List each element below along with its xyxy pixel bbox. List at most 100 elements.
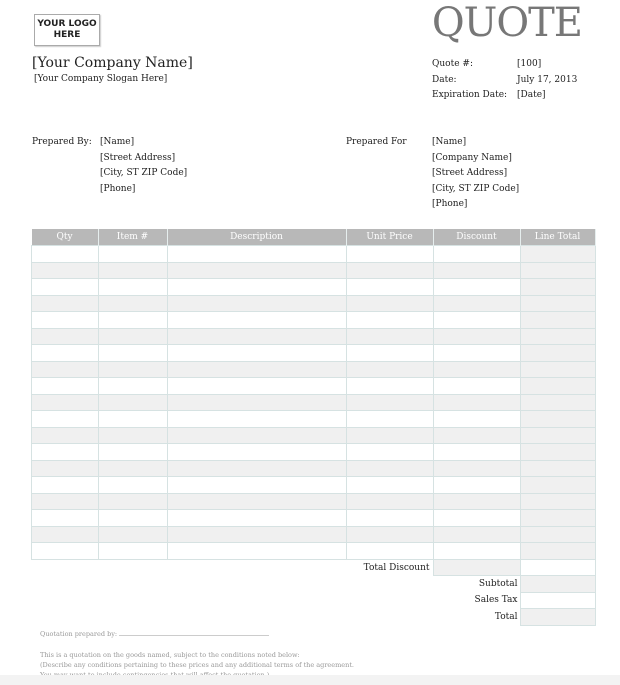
prepared-for-street[interactable]: [Street Address] [432,168,508,178]
table-cell[interactable] [166,327,347,345]
company-name[interactable]: [Your Company Name] [32,55,193,71]
prepared-by-city[interactable]: [City, ST ZIP Code] [100,168,188,178]
table-cell[interactable] [97,410,168,428]
table-cell[interactable] [519,509,596,527]
table-cell[interactable] [166,245,347,263]
table-cell[interactable] [519,525,596,543]
table-cell[interactable] [345,459,434,477]
table-cell[interactable] [432,443,521,461]
table-cell[interactable] [31,476,99,494]
table-cell[interactable] [432,344,521,362]
prepared-by-phone[interactable]: [Phone] [100,183,136,194]
table-cell[interactable] [31,261,99,279]
table-cell[interactable] [432,294,521,312]
table-cell[interactable] [345,261,434,279]
prepared-by-name[interactable]: [Name] [100,137,135,147]
table-cell[interactable] [97,459,168,477]
table-cell[interactable] [519,245,596,263]
table-cell[interactable] [31,459,99,477]
quote-number[interactable]: [100] [517,59,542,69]
table-cell[interactable] [166,542,347,560]
sales-tax-cell[interactable] [519,591,596,609]
table-cell[interactable] [519,327,596,345]
table-cell[interactable] [345,344,434,362]
table-cell[interactable] [519,426,596,444]
table-cell[interactable] [519,360,596,378]
table-cell[interactable] [97,426,168,444]
table-cell[interactable] [166,393,347,411]
table-cell[interactable] [432,492,521,510]
table-cell[interactable] [97,311,168,329]
table-cell[interactable] [345,393,434,411]
table-cell[interactable] [97,344,168,362]
table-cell[interactable] [345,294,434,312]
table-cell[interactable] [519,393,596,411]
table-cell[interactable] [166,443,347,461]
table-cell[interactable] [31,393,99,411]
table-cell[interactable] [519,459,596,477]
table-cell[interactable] [97,278,168,296]
table-cell[interactable] [31,525,99,543]
table-cell[interactable] [519,492,596,510]
table-cell[interactable] [31,509,99,527]
table-cell[interactable] [345,245,434,263]
table-cell[interactable] [166,509,347,527]
table-cell[interactable] [31,294,99,312]
table-cell[interactable] [166,360,347,378]
prepared-for-city[interactable]: [City, ST ZIP Code] [432,183,520,194]
table-cell[interactable] [97,476,168,494]
table-cell[interactable] [31,360,99,378]
table-cell[interactable] [31,542,99,560]
table-cell[interactable] [31,278,99,296]
table-cell[interactable] [31,443,99,461]
table-cell[interactable] [432,278,521,296]
table-cell[interactable] [31,426,99,444]
table-cell[interactable] [519,410,596,428]
table-cell[interactable] [345,311,434,329]
table-cell[interactable] [345,360,434,378]
prepared-by-street[interactable]: [Street Address] [100,152,176,163]
table-cell[interactable] [166,344,347,362]
table-cell[interactable] [519,344,596,362]
table-cell[interactable] [432,393,521,411]
signature-line[interactable] [119,635,270,636]
table-cell[interactable] [432,360,521,378]
table-cell[interactable] [519,294,596,312]
table-cell[interactable] [166,311,347,329]
table-cell[interactable] [97,360,168,378]
table-cell[interactable] [97,327,168,345]
table-cell[interactable] [432,459,521,477]
prepared-for-phone[interactable]: [Phone] [432,199,468,209]
table-cell[interactable] [166,410,347,428]
table-cell[interactable] [166,294,347,312]
table-cell[interactable] [345,476,434,494]
table-cell[interactable] [31,327,99,345]
table-cell[interactable] [345,525,434,543]
table-cell[interactable] [166,377,347,395]
date[interactable]: July 17, 2013 [517,74,578,85]
table-cell[interactable] [166,459,347,477]
table-cell[interactable] [31,344,99,362]
table-cell[interactable] [97,492,168,510]
table-cell[interactable] [166,525,347,543]
table-cell[interactable] [166,426,347,444]
table-cell[interactable] [345,327,434,345]
table-cell[interactable] [432,377,521,395]
table-cell[interactable] [166,261,347,279]
table-cell[interactable] [432,426,521,444]
table-cell[interactable] [97,542,168,560]
table-cell[interactable] [519,377,596,395]
table-cell[interactable] [345,426,434,444]
table-cell[interactable] [345,377,434,395]
table-cell[interactable] [432,245,521,263]
table-cell[interactable] [31,410,99,428]
table-cell[interactable] [345,492,434,510]
table-cell[interactable] [166,476,347,494]
table-cell[interactable] [345,509,434,527]
table-cell[interactable] [519,311,596,329]
expiration-date[interactable]: [Date] [517,90,546,100]
table-cell[interactable] [97,245,168,263]
table-cell[interactable] [31,377,99,395]
table-cell[interactable] [519,278,596,296]
table-cell[interactable] [166,492,347,510]
